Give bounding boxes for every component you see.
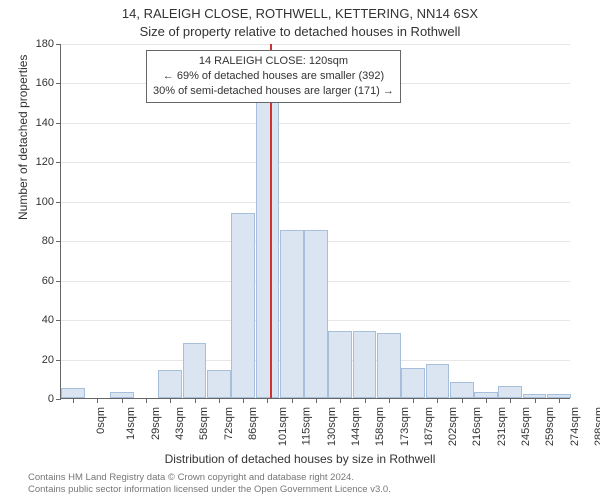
histogram-bar: [426, 364, 450, 398]
y-tick-label: 40: [24, 314, 54, 326]
x-tick-label: 259sqm: [544, 407, 556, 446]
y-tick-label: 80: [24, 235, 54, 247]
histogram-bar: [328, 331, 352, 398]
x-tick-label: 130sqm: [326, 407, 338, 446]
histogram-bar: [401, 368, 425, 398]
histogram-bar: [183, 343, 207, 398]
y-tick-label: 140: [24, 117, 54, 129]
x-tick-label: 274sqm: [569, 407, 581, 446]
annotation-line: 30% of semi-detached houses are larger (…: [153, 84, 394, 99]
x-tick-label: 101sqm: [277, 407, 289, 446]
y-tick-label: 180: [24, 38, 54, 50]
histogram-bar: [474, 392, 498, 398]
property-annotation: 14 RALEIGH CLOSE: 120sqm ← 69% of detach…: [146, 50, 401, 103]
histogram-bar: [353, 331, 377, 398]
x-tick-label: 86sqm: [247, 407, 259, 440]
x-tick-label: 43sqm: [174, 407, 186, 440]
y-tick-label: 120: [24, 156, 54, 168]
footer-line: Contains HM Land Registry data © Crown c…: [28, 472, 391, 484]
x-tick-label: 144sqm: [350, 407, 362, 446]
histogram-bar: [377, 333, 401, 398]
x-tick-label: 202sqm: [447, 407, 459, 446]
x-tick-label: 288sqm: [593, 407, 600, 446]
property-size-chart: 14, RALEIGH CLOSE, ROTHWELL, KETTERING, …: [0, 0, 600, 500]
y-tick-label: 60: [24, 275, 54, 287]
y-tick-label: 0: [24, 393, 54, 405]
chart-subtitle: Size of property relative to detached ho…: [0, 24, 600, 39]
x-tick-label: 72sqm: [223, 407, 235, 440]
x-tick-label: 115sqm: [301, 407, 313, 445]
y-tick-label: 20: [24, 354, 54, 366]
x-tick-label: 216sqm: [472, 407, 484, 446]
x-tick-label: 187sqm: [423, 407, 435, 446]
y-tick-label: 160: [24, 77, 54, 89]
histogram-bar: [256, 55, 280, 398]
x-tick-label: 231sqm: [496, 407, 508, 446]
histogram-bar: [547, 394, 571, 398]
histogram-bar: [207, 370, 231, 398]
footer-attribution: Contains HM Land Registry data © Crown c…: [28, 472, 391, 496]
footer-line: Contains public sector information licen…: [28, 484, 391, 496]
x-tick-label: 14sqm: [125, 407, 137, 440]
histogram-bar: [304, 230, 328, 398]
x-tick-label: 158sqm: [374, 407, 386, 446]
histogram-bar: [231, 213, 255, 398]
x-tick-label: 58sqm: [198, 407, 210, 440]
histogram-bar: [523, 394, 547, 398]
x-tick-label: 173sqm: [399, 407, 411, 446]
x-tick-label: 245sqm: [520, 407, 532, 446]
histogram-bar: [61, 388, 85, 398]
y-tick-label: 100: [24, 196, 54, 208]
histogram-bar: [110, 392, 134, 398]
histogram-bar: [498, 386, 522, 398]
chart-title: 14, RALEIGH CLOSE, ROTHWELL, KETTERING, …: [0, 6, 600, 21]
histogram-bar: [158, 370, 182, 398]
histogram-bar: [450, 382, 474, 398]
histogram-bar: [280, 230, 304, 398]
x-tick-label: 0sqm: [95, 407, 107, 434]
annotation-line: ← 69% of detached houses are smaller (39…: [153, 69, 394, 84]
annotation-line: 14 RALEIGH CLOSE: 120sqm: [153, 54, 394, 69]
x-tick-label: 29sqm: [150, 407, 162, 440]
x-axis-title: Distribution of detached houses by size …: [0, 452, 600, 466]
